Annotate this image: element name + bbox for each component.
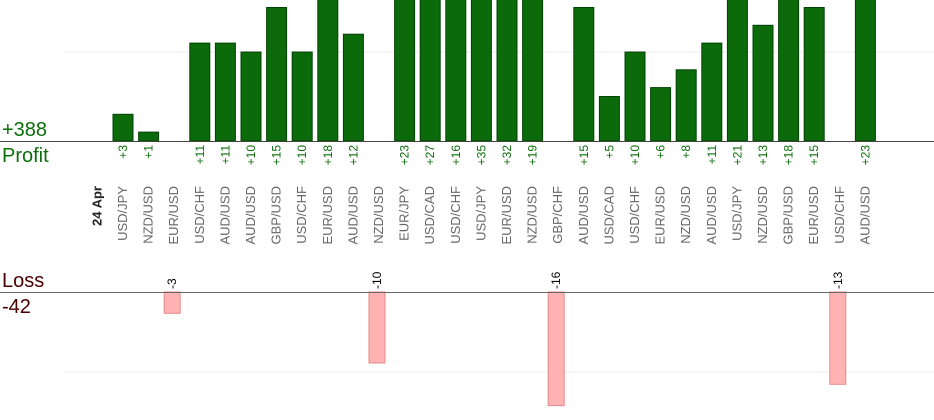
profit-bar (240, 51, 262, 142)
profit-value-label: +5 (602, 145, 616, 159)
profit-value-label: +13 (756, 145, 770, 166)
profit-bar (112, 113, 134, 142)
pair-label: NZD/USD (371, 186, 386, 244)
profit-bar (189, 42, 211, 142)
profit-value-label: +18 (321, 145, 335, 166)
pair-label: AUD/USD (704, 186, 719, 245)
pair-label: USD/JPY (473, 186, 488, 241)
profit-value-label: +12 (346, 145, 360, 166)
loss-value-label: -16 (549, 271, 563, 289)
profit-value-label: +15 (577, 145, 591, 166)
profit-value-label: +19 (526, 145, 540, 166)
profit-value-label: +11 (705, 145, 719, 165)
pair-label: EUR/USD (499, 186, 514, 245)
pair-label: EUR/USD (653, 186, 668, 245)
profit-bar (138, 131, 160, 142)
pair-label: NZD/USD (678, 186, 693, 244)
profit-bar (496, 0, 518, 142)
pair-label: NZD/USD (141, 186, 156, 244)
profit-value-label: +10 (295, 145, 309, 166)
loss-bar (368, 291, 386, 364)
pair-label: GBP/USD (269, 186, 284, 245)
pair-label: USD/CHF (294, 186, 309, 244)
pair-label: GBP/USD (781, 186, 796, 245)
pair-label: AUD/USD (217, 186, 232, 245)
profit-bar (317, 0, 339, 142)
pair-label: EUR/USD (320, 186, 335, 245)
profit-value-label: +21 (730, 145, 744, 166)
profit-bar (445, 0, 467, 142)
profit-label: Profit (2, 145, 49, 167)
profit-value-label: +23 (858, 145, 872, 166)
pair-label: NZD/USD (755, 186, 770, 244)
profit-value-label: +27 (423, 145, 437, 166)
pair-label: USD/CAD (422, 186, 437, 245)
pair-label: AUD/USD (857, 186, 872, 245)
profit-value-label: +16 (449, 145, 463, 166)
pair-label: USD/JPY (729, 186, 744, 241)
pair-label: AUD/USD (243, 186, 258, 245)
pair-label: EUR/USD (806, 186, 821, 245)
profit-value-label: +6 (654, 145, 668, 159)
loss-bar (163, 291, 181, 314)
profit-value-label: +32 (500, 145, 514, 166)
pair-label: USD/CHF (627, 186, 642, 244)
profit-value-label: +10 (628, 145, 642, 166)
profit-value-label: +10 (244, 145, 258, 166)
profit-bar (624, 51, 646, 142)
profit-bar (803, 7, 825, 142)
profit-value-label: +3 (116, 145, 130, 159)
pair-label: EUR/JPY (397, 186, 412, 241)
date-label: 24 Apr (89, 186, 104, 226)
profit-bar (522, 0, 544, 142)
pair-label: AUD/USD (345, 186, 360, 245)
profit-bar (675, 69, 697, 142)
profit-bar (752, 24, 774, 142)
profit-value-label: +35 (474, 145, 488, 166)
loss-label: Loss (2, 270, 45, 292)
pair-label: EUR/USD (166, 186, 181, 245)
profit-value-label: +1 (142, 145, 156, 159)
profit-bar (650, 87, 672, 142)
profit-bar (470, 0, 492, 142)
pair-label: GBP/CHF (550, 186, 565, 244)
loss-total: -42 (2, 296, 31, 318)
profit-total: +388 (2, 119, 48, 141)
profit-value-label: +15 (807, 145, 821, 166)
loss-value-label: -10 (370, 271, 384, 289)
profit-bar (419, 0, 441, 142)
profit-value-label: +23 (398, 145, 412, 166)
profit-bar (266, 7, 288, 142)
profit-bar (342, 33, 364, 142)
profit-value-label: +11 (193, 145, 207, 165)
profit-bar (291, 51, 313, 142)
pair-label: USD/CHF (448, 186, 463, 244)
profit-bar (598, 96, 620, 142)
loss-bar (829, 291, 847, 385)
profit-bar (726, 0, 748, 142)
profit-value-label: +8 (679, 145, 693, 159)
pair-label: AUD/USD (576, 186, 591, 245)
pair-label: USD/CHF (832, 186, 847, 244)
profit-value-label: +18 (782, 145, 796, 166)
profit-bar (701, 42, 723, 142)
pair-label: USD/JPY (115, 186, 130, 241)
pair-label: NZD/USD (525, 186, 540, 244)
profit-value-label: +15 (270, 145, 284, 166)
loss-value-label: -3 (165, 278, 179, 289)
loss-bar (547, 291, 565, 407)
pair-label: USD/CHF (192, 186, 207, 244)
profit-bar (778, 0, 800, 142)
pair-label: USD/CAD (601, 186, 616, 245)
profit-bar (854, 0, 876, 142)
profit-bar (394, 0, 416, 142)
profit-bar (214, 42, 236, 142)
profit-bar (573, 7, 595, 142)
loss-value-label: -13 (831, 271, 845, 289)
profit-value-label: +11 (218, 145, 232, 165)
